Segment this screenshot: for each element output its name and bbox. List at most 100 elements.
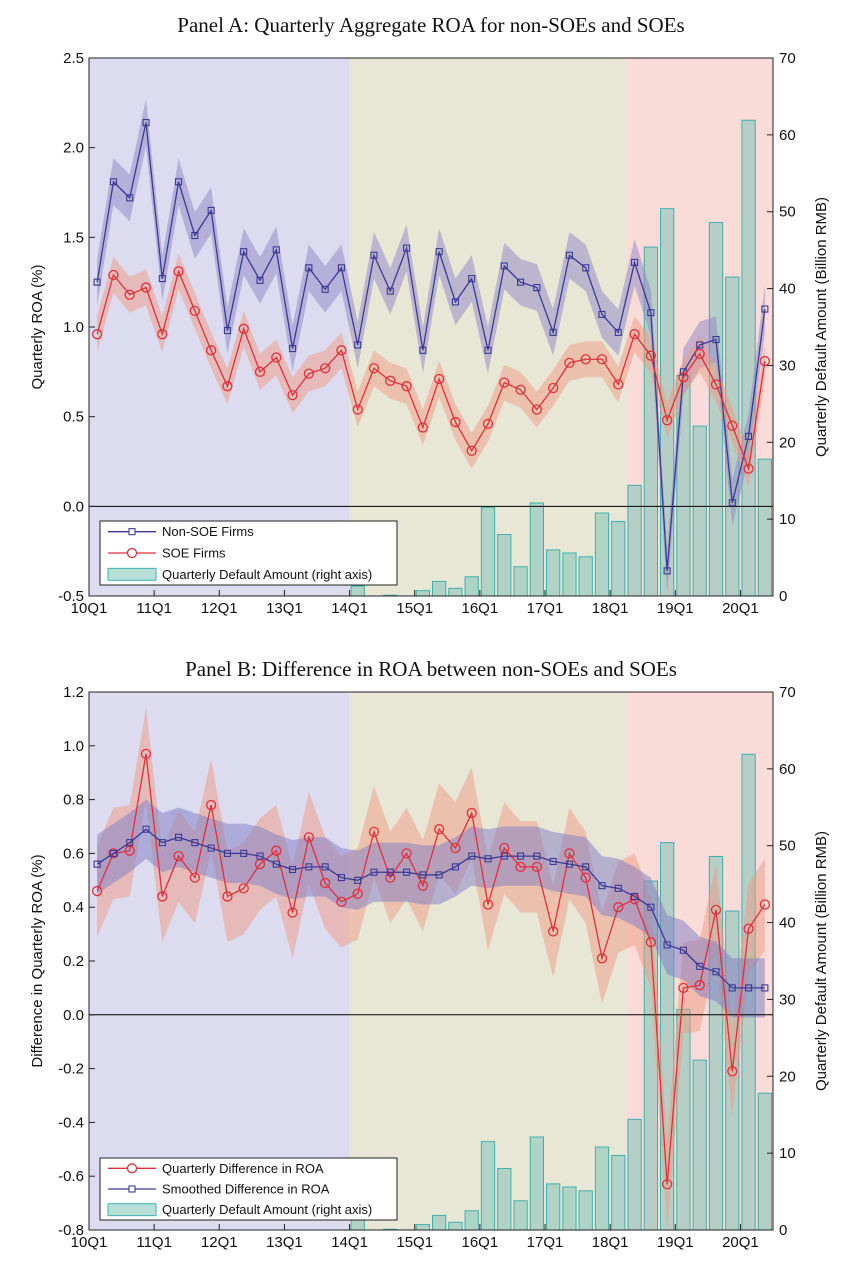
- data-point-circle: [108, 269, 119, 281]
- data-point-circle: [531, 861, 543, 872]
- data-point-circle: [482, 418, 494, 429]
- period-background: [89, 58, 350, 596]
- default-amount-bar: [497, 1168, 512, 1231]
- default-amount-bar: [415, 1224, 431, 1231]
- x-tick-label: 13Q1: [266, 600, 303, 617]
- panel-title: Panel A: Quarterly Aggregate ROA for non…: [177, 13, 684, 37]
- data-point-square: [354, 876, 362, 884]
- data-point-circle: [271, 845, 282, 856]
- data-point-circle: [417, 880, 429, 891]
- data-point-square: [696, 341, 704, 349]
- default-amount-bar: [513, 566, 528, 597]
- y2-tick-label: 70: [779, 50, 796, 67]
- data-point-circle: [271, 352, 282, 363]
- data-point-square: [647, 903, 655, 911]
- legend-label: SOE Firms: [162, 546, 226, 561]
- data-point-square: [158, 275, 166, 283]
- data-point-square: [337, 874, 345, 882]
- data-point-square: [468, 275, 476, 283]
- data-point-square: [435, 871, 443, 879]
- data-point-square: [158, 839, 166, 847]
- y-tick-label: 2.0: [63, 140, 84, 157]
- default-amount-bar: [757, 1092, 773, 1231]
- data-point-circle: [515, 384, 526, 395]
- default-amount-bar: [594, 512, 610, 597]
- data-point-circle: [108, 848, 119, 859]
- data-point-circle: [564, 848, 575, 859]
- default-amount-bar: [546, 1183, 561, 1231]
- data-point-square: [500, 852, 508, 860]
- data-point-circle: [173, 266, 184, 277]
- data-point-square: [126, 839, 134, 847]
- default-amount-bar: [594, 1146, 610, 1231]
- data-point-circle: [482, 899, 494, 910]
- data-point-square: [403, 868, 411, 876]
- x-tick-label: 12Q1: [201, 600, 238, 617]
- data-point-square: [500, 262, 508, 270]
- data-point-circle: [124, 289, 135, 300]
- data-point-circle: [401, 381, 412, 392]
- data-point-square: [223, 327, 231, 335]
- y2-tick-label: 0: [779, 588, 787, 605]
- data-point-circle: [189, 305, 201, 317]
- x-tick-label: 19Q1: [657, 600, 694, 617]
- default-amount-bar: [611, 520, 626, 597]
- data-point-circle: [205, 799, 217, 811]
- x-tick-label: 11Q1: [136, 1234, 172, 1251]
- data-point-square: [142, 119, 150, 127]
- data-point-circle: [466, 807, 477, 819]
- data-point-circle: [303, 832, 315, 843]
- data-point-square: [240, 849, 248, 857]
- y-tick-label: 0.5: [63, 409, 84, 426]
- data-point-circle: [222, 381, 233, 392]
- data-point-circle: [173, 850, 184, 862]
- data-point-circle: [157, 329, 168, 340]
- data-point-square: [386, 868, 394, 876]
- default-amount-bar: [350, 585, 365, 597]
- data-point-circle: [238, 883, 249, 894]
- data-point-square: [370, 868, 378, 876]
- data-point-square: [712, 336, 720, 344]
- data-point-square: [93, 860, 101, 868]
- y-axis-label: Quarterly ROA (%): [29, 264, 46, 389]
- legend: Non-SOE Firms SOE Firms Quarterly Default …: [99, 520, 398, 586]
- data-point-circle: [710, 379, 722, 390]
- x-tick-label: 14Q1: [331, 600, 368, 617]
- data-point-circle: [368, 826, 380, 838]
- data-point-circle: [613, 902, 624, 913]
- y2-tick-label: 30: [779, 357, 796, 374]
- default-amount-bar: [578, 556, 593, 597]
- default-amount-bar: [757, 458, 773, 597]
- default-amount-bar: [480, 507, 496, 597]
- legend-bar-swatch: [107, 567, 157, 581]
- data-point-square: [517, 278, 525, 286]
- data-point-circle: [743, 923, 754, 934]
- data-point-circle: [336, 896, 347, 907]
- data-point-circle: [678, 982, 689, 994]
- data-point-square: [484, 346, 492, 354]
- data-point-square: [598, 310, 606, 318]
- x-tick-label: 11Q1: [136, 600, 172, 617]
- data-point-circle: [759, 355, 771, 367]
- data-point-circle: [401, 848, 412, 859]
- data-point-square: [582, 863, 590, 871]
- data-point-square: [321, 863, 329, 871]
- data-point-square: [126, 194, 134, 202]
- data-point-square: [745, 432, 753, 440]
- data-point-square: [289, 865, 297, 874]
- y-tick-label: 1.0: [63, 319, 84, 336]
- data-point-circle: [385, 872, 396, 883]
- data-point-circle: [645, 350, 657, 361]
- y2-tick-label: 10: [779, 1145, 796, 1162]
- data-point-circle: [91, 329, 103, 340]
- data-point-square: [696, 962, 704, 970]
- data-point-square: [370, 251, 378, 259]
- data-point-circle: [140, 748, 152, 760]
- default-amount-bar: [480, 1141, 496, 1231]
- y2-axis-label: Quarterly Default Amount (Billion RMB): [813, 197, 830, 457]
- data-point-circle: [596, 953, 608, 964]
- data-point-square: [565, 860, 573, 868]
- data-point-circle: [352, 888, 363, 899]
- y-tick-label: 0.0: [63, 1007, 84, 1024]
- data-point-square: [142, 825, 150, 833]
